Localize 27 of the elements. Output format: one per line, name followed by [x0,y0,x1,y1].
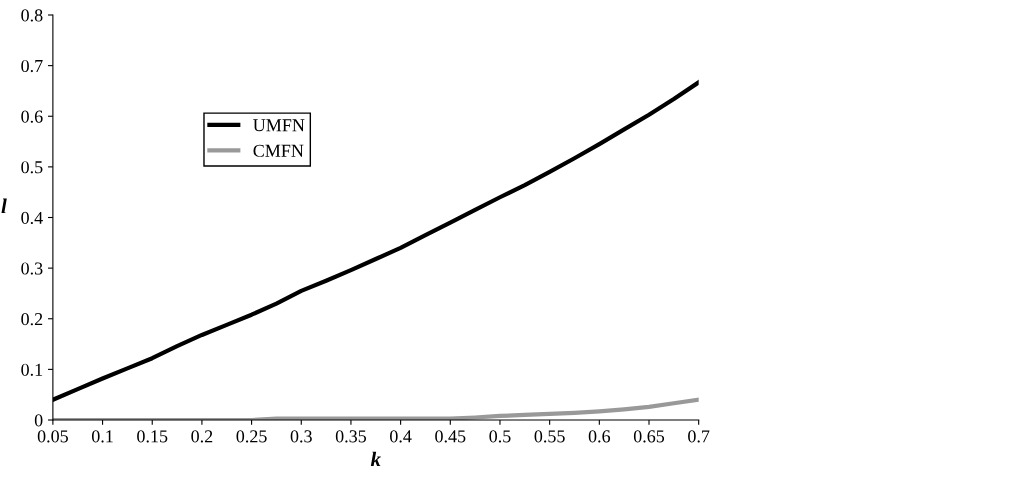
y-tick-label: 0 [34,414,43,427]
x-tick-label: 0.3 [290,430,312,443]
x-tick-label: 0.1 [91,430,113,443]
x-tick-label: 0.65 [633,430,665,443]
y-tick-label: 0.7 [21,59,43,73]
y-tick-label: 0.4 [21,211,43,225]
y-tick-label: 0.2 [21,313,43,326]
x-tick-label: 0.2 [191,430,213,443]
y-tick-label: 0.3 [21,262,43,275]
y-axis-title: l [1,198,7,214]
x-tick-label: 0.25 [236,430,267,443]
x-tick-label: 0.5 [489,430,511,443]
x-tick-label: 0.05 [37,430,68,443]
x-tick-label: 0.35 [335,430,367,443]
legend-label: UMFN [253,119,305,132]
y-tick-label: 0.6 [21,110,43,123]
y-tick-label: 0.8 [21,9,43,22]
x-tick-label: 0.45 [435,430,466,443]
x-axis-title: k [370,451,381,467]
x-tick-label: 0.4 [390,430,412,443]
y-tick-label: 0.5 [21,161,43,174]
x-tick-label: 0.6 [588,430,611,443]
x-tick-label: 0.55 [534,430,565,443]
legend-label: CMFN [253,144,304,157]
x-tick-label: 0.15 [137,430,168,443]
y-tick-label: 0.1 [21,363,43,376]
x-tick-label: 0.7 [688,430,710,443]
